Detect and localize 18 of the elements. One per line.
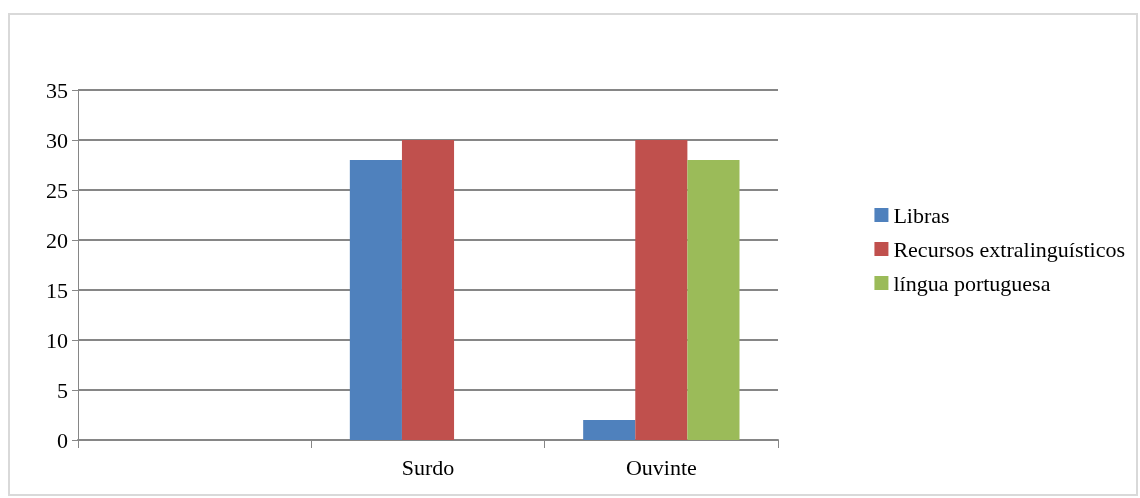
bar [583, 420, 636, 440]
y-tick-label: 0 [57, 427, 68, 453]
y-tick-label: 10 [46, 327, 68, 353]
y-tick-label: 25 [46, 177, 68, 203]
legend-label: Libras [893, 202, 950, 228]
bar [401, 140, 455, 440]
legend-label: língua portuguesa [893, 270, 1051, 296]
y-tick-label: 30 [46, 127, 68, 153]
y-tick-label: 35 [46, 77, 68, 103]
legend-label: Recursos extralinguísticos [893, 236, 1126, 262]
bar [635, 140, 688, 440]
bar [687, 160, 740, 440]
x-tick-label: Surdo [401, 454, 455, 480]
y-tick-label: 5 [57, 377, 68, 403]
bar [349, 160, 402, 440]
y-tick-label: 20 [46, 227, 68, 253]
x-tick-label: Ouvinte [625, 454, 697, 480]
y-tick-label: 15 [46, 277, 68, 303]
